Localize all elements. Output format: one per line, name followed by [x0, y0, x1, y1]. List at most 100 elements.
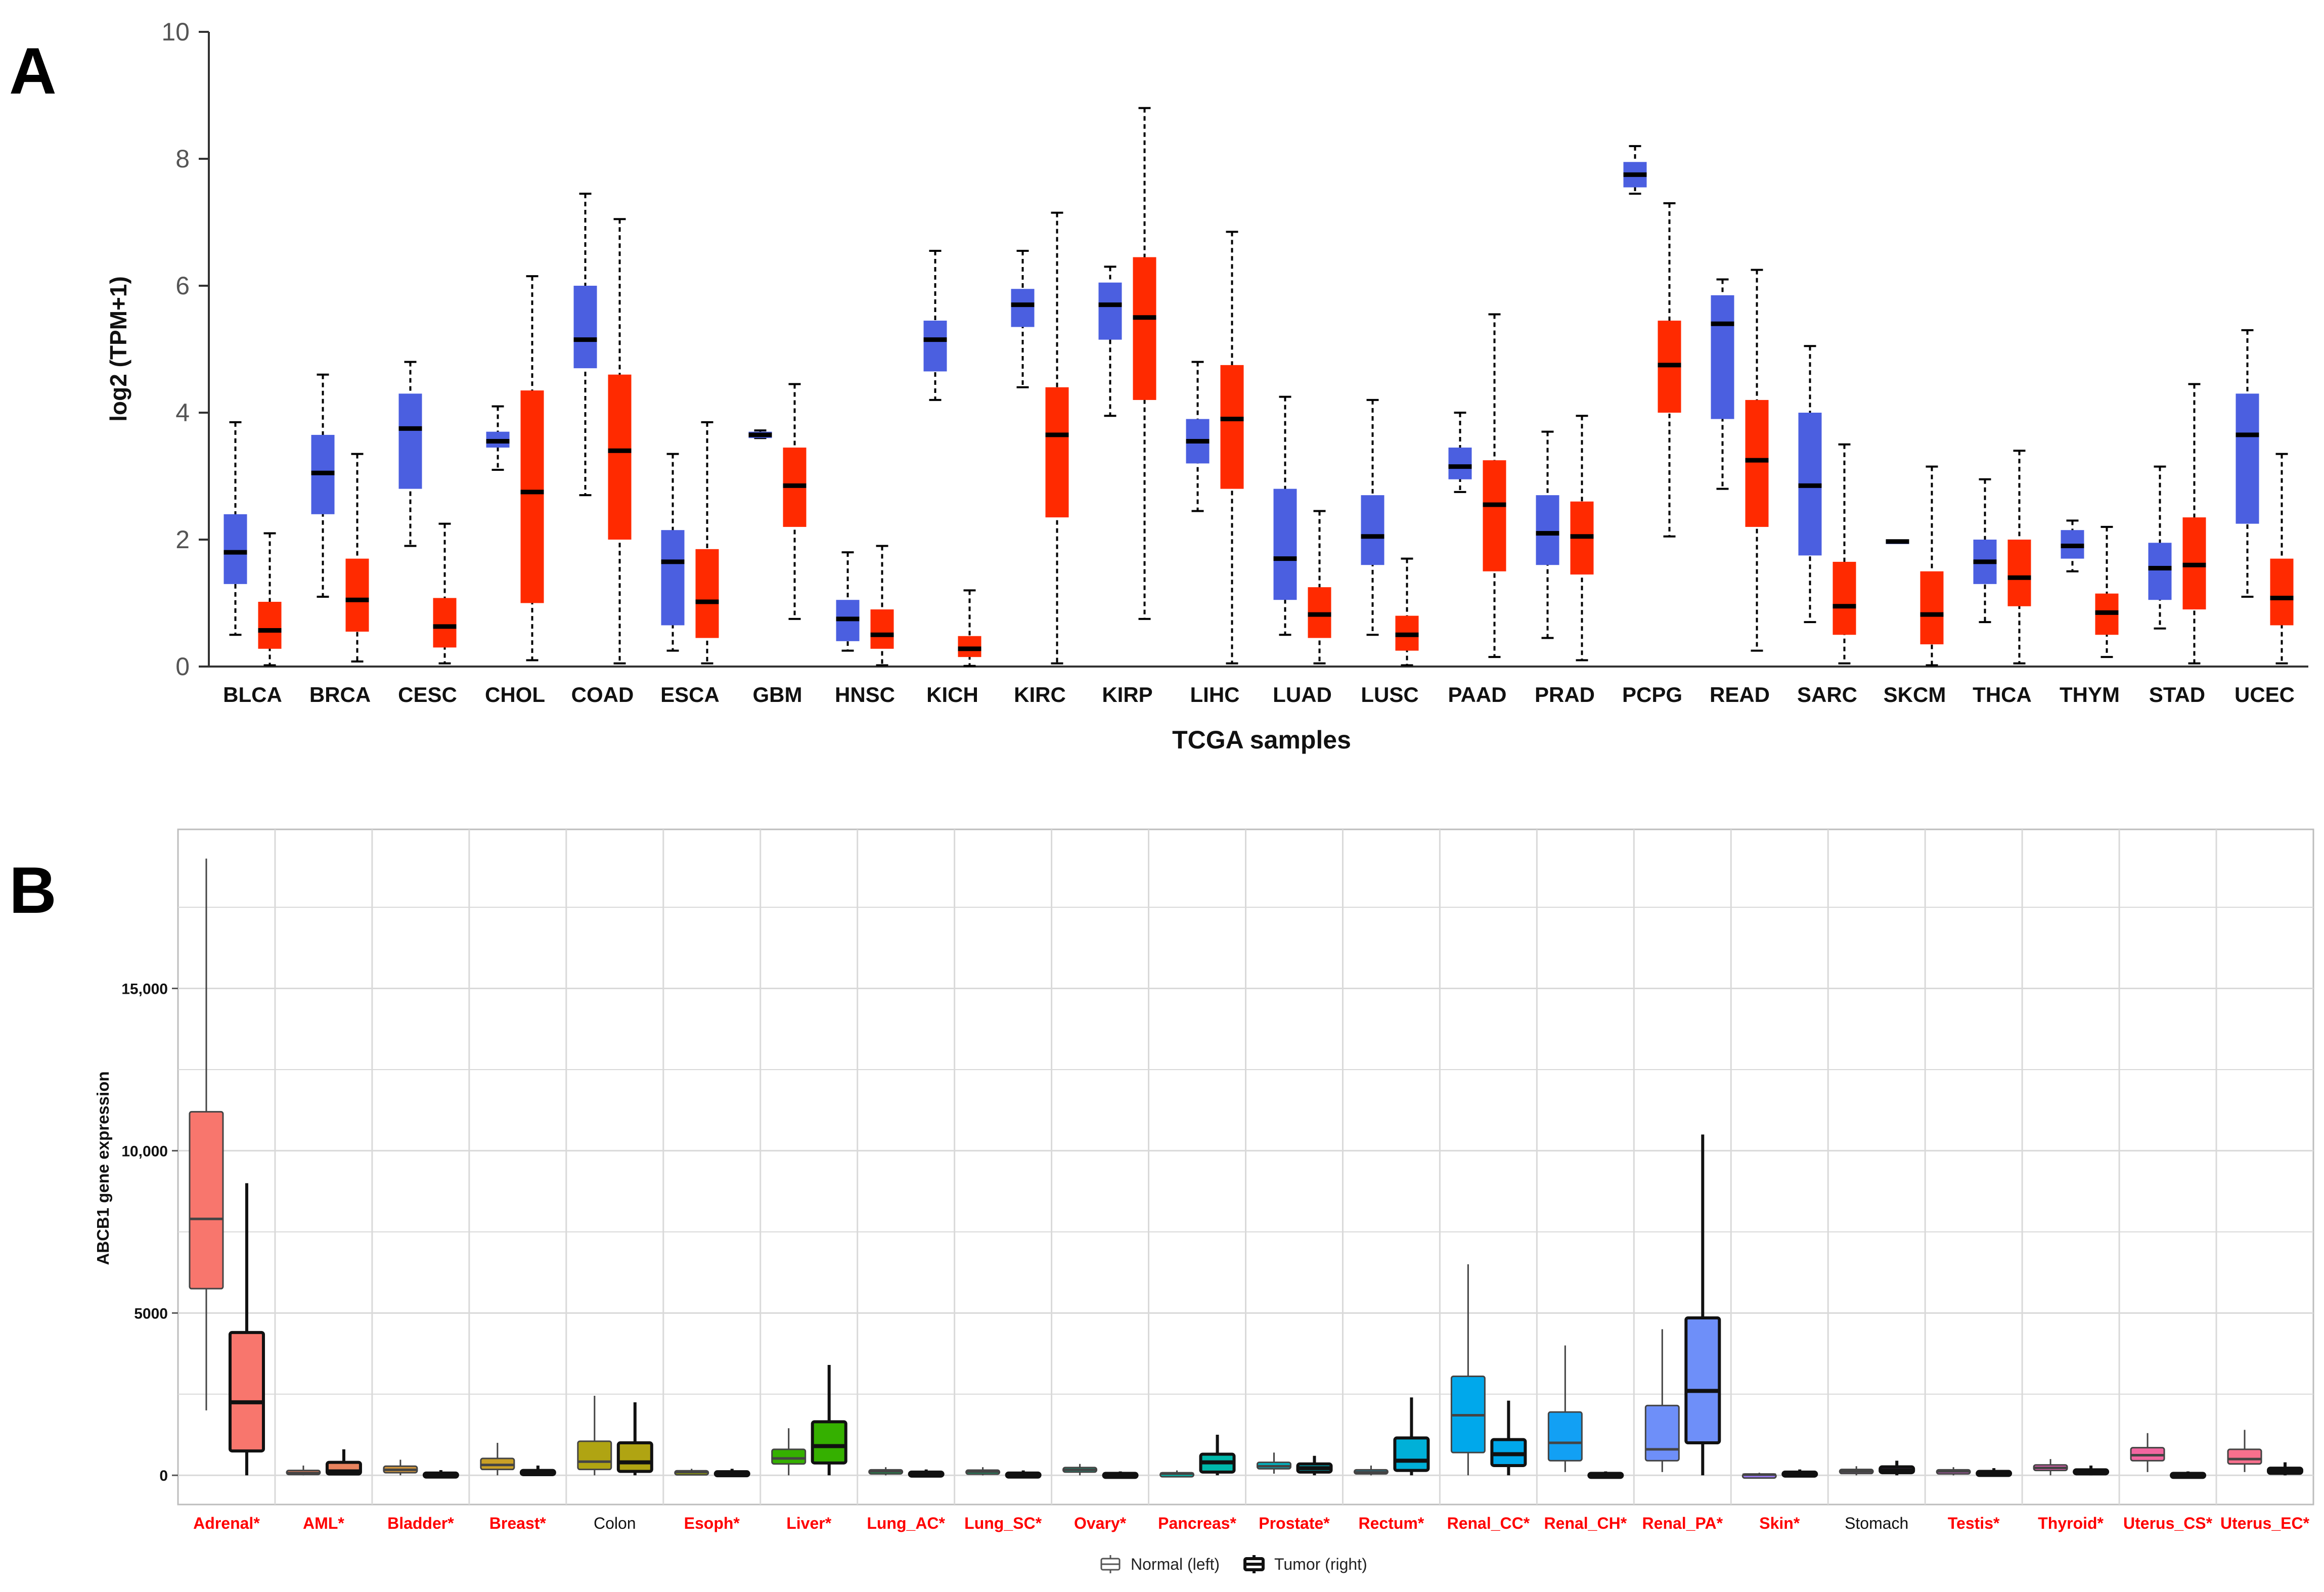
- panel-b-group-adrenal: [189, 858, 265, 1476]
- panel-a-group-gbm: [748, 383, 807, 620]
- panel-b-box-normal: [189, 1111, 224, 1290]
- panel-a-group-read: [1711, 269, 1769, 652]
- panel-a-group-blca: [224, 421, 282, 667]
- panel-a-box-normal: [2148, 543, 2172, 600]
- panel-a-group-skcm: [1886, 465, 1944, 667]
- panel-b-x-tick-label: Renal_CH*: [1544, 1514, 1627, 1532]
- panel-b-box-tumor: [616, 1441, 653, 1473]
- panel-b-x-tick-label: Rectum*: [1359, 1514, 1424, 1532]
- panel-a-x-tick-label: SARC: [1797, 683, 1857, 706]
- panel-b-group-stomach: [1839, 1461, 1915, 1476]
- panel-a-x-tick-label: BLCA: [223, 683, 282, 706]
- panel-a-group-kirp: [1098, 107, 1156, 620]
- panel-a-box-normal: [1711, 295, 1734, 419]
- panel-a-box-normal: [573, 286, 597, 369]
- panel-a-y-tick-label: 6: [175, 272, 190, 300]
- panel-b-box-normal: [771, 1448, 807, 1465]
- panel-a-y-axis-title: log2 (TPM+1): [105, 276, 131, 422]
- panel-a-group-stad: [2148, 383, 2206, 665]
- panel-a-x-tick-label: KICH: [926, 683, 978, 706]
- panel-b: B 0 5000 10,000 15,000 ABCB1 gene expression A…: [9, 828, 2314, 1573]
- panel-b-box-tumor: [228, 1331, 265, 1453]
- panel-a-group-luad: [1273, 395, 1331, 665]
- panel-b-group-uterus_ec: [2227, 1430, 2304, 1476]
- panel-a-box-normal: [224, 514, 247, 584]
- panel-b-box-tumor: [811, 1420, 847, 1465]
- panel-a-group-brca: [311, 373, 369, 662]
- panel-a-group-sarc: [1798, 345, 1856, 665]
- panel-a-group-ucec: [2236, 329, 2294, 665]
- panel-a-box-normal: [2236, 393, 2259, 524]
- panel-a-y-tick-label: 0: [175, 652, 190, 681]
- panel-b-x-tick-label: Uterus_EC*: [2220, 1514, 2310, 1532]
- panel-a-group-cesc: [398, 361, 457, 665]
- panel-b-box-normal: [2227, 1448, 2262, 1465]
- panel-a-x-tick-label: BRCA: [309, 683, 371, 706]
- panel-b-x-tick-label: Prostate*: [1259, 1514, 1330, 1532]
- panel-a-group-paad: [1448, 313, 1506, 658]
- panel-a-x-tick-label: READ: [1710, 683, 1770, 706]
- panel-b-group-liver: [771, 1365, 847, 1476]
- panel-a-box-tumor: [2007, 540, 2031, 606]
- panel-a-x-tick-label: LUSC: [1361, 683, 1418, 706]
- panel-a-group-prad: [1536, 415, 1594, 661]
- panel-a-group-thca: [1973, 450, 2031, 665]
- panel-a-group-hnsc: [836, 545, 894, 667]
- panel-a-box-tumor: [870, 609, 894, 649]
- panel-b-group-breast: [480, 1443, 556, 1476]
- panel-b-x-tick-label: Renal_CC*: [1447, 1514, 1530, 1532]
- panel-a-box-normal: [1361, 495, 1384, 565]
- panel-b-group-rectum: [1353, 1397, 1430, 1476]
- panel-a-box-normal: [1098, 282, 1122, 340]
- panel-b-group-ovary: [1062, 1464, 1139, 1479]
- panel-a-box-tumor: [345, 558, 369, 632]
- panel-a-box-normal: [1448, 448, 1472, 479]
- panel-b-group-renal_pa: [1644, 1134, 1721, 1476]
- legend-label-normal: Normal (left): [1131, 1555, 1220, 1573]
- panel-b-box-tumor: [1393, 1436, 1430, 1472]
- panel-b-group-aml: [286, 1449, 362, 1476]
- panel-b-group-uterus_cs: [2130, 1433, 2207, 1479]
- panel-a-x-tick-label: LUAD: [1273, 683, 1332, 706]
- panel-b-group-bladder: [383, 1460, 459, 1479]
- panel-a-box-normal: [1011, 289, 1035, 327]
- panel-a-x-tick-label: UCEC: [2234, 683, 2295, 706]
- panel-a-box-normal: [1536, 495, 1559, 565]
- panel-a-box-tumor: [258, 601, 282, 649]
- panel-a-x-tick-label: ESCA: [660, 683, 720, 706]
- panel-a-x-tick-label: PRAD: [1535, 683, 1595, 706]
- panel-b-group-esoph: [674, 1469, 750, 1478]
- panel-a-x-tick-label: HNSC: [835, 683, 895, 706]
- panel-a-group-chol: [486, 275, 544, 661]
- panel-b-box-normal: [577, 1440, 612, 1471]
- panel-a-y-tick-label: 2: [175, 525, 190, 554]
- panel-a-group-pcpg: [1623, 145, 1681, 538]
- panel-a-label: A: [9, 34, 57, 108]
- panel-a-box-tumor: [1045, 387, 1069, 518]
- panel-a-box-tumor: [1833, 561, 1856, 635]
- panel-a-x-tick-label: COAD: [571, 683, 634, 706]
- panel-a-x-tick-label: PCPG: [1622, 683, 1682, 706]
- legend-key-tumor: [1243, 1555, 1265, 1573]
- panel-b-y-tick-label: 5000: [134, 1305, 168, 1322]
- panel-b-x-tick-label: Bladder*: [387, 1514, 454, 1532]
- legend-label-tumor: Tumor (right): [1274, 1555, 1367, 1573]
- panel-a-x-tick-label: THYM: [2060, 683, 2120, 706]
- panel-a-group-kich: [923, 249, 981, 667]
- panel-a-group-kirc: [1011, 211, 1069, 665]
- panel-b-box-normal: [1547, 1411, 1583, 1462]
- panel-a-box-tumor: [2270, 558, 2294, 626]
- panel-b-x-tick-label: Esoph*: [684, 1514, 740, 1532]
- panel-b-x-tick-label: Renal_PA*: [1642, 1514, 1723, 1532]
- panel-b-x-tick-label: Pancreas*: [1158, 1514, 1236, 1532]
- panel-b-x-tick-label: Breast*: [489, 1514, 547, 1532]
- panel-a-box-tumor: [1920, 571, 1944, 645]
- panel-a-group-lusc: [1361, 399, 1419, 667]
- panel-a-x-tick-label: GBM: [753, 683, 802, 706]
- panel-a-x-tick-label: STAD: [2149, 683, 2205, 706]
- panel-a-box-tumor: [608, 374, 632, 540]
- panel-b-group-thyroid: [2033, 1459, 2110, 1476]
- panel-a-box-tumor: [433, 598, 457, 648]
